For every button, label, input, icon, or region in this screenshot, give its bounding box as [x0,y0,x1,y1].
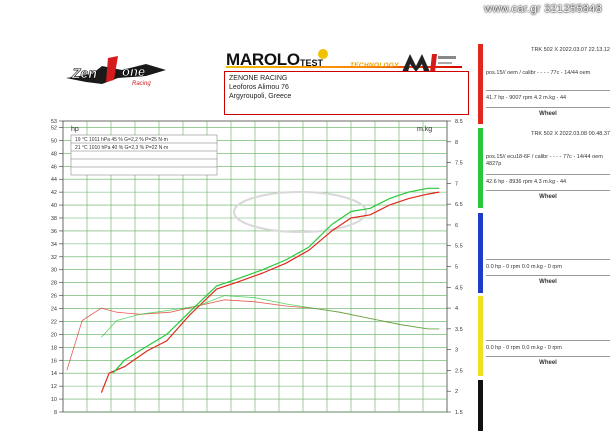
run-3-result: 0.0 hp - 0 rpm 0.0 m.kg - 0 rpm [486,264,562,270]
torque-curve-run-2 [101,295,440,338]
run-2-description-2: 4827p [486,161,502,167]
y-left-tick-label: 50 [51,138,57,144]
run-panel-1: TRK 502 X 2022.03.07 22.13.12 pos.15// o… [478,44,610,124]
svg-text:Racing: Racing [132,81,151,87]
run-1-result: 41.7 hp - 9007 rpm 4.2 m.kg - 44 [486,95,567,101]
y-left-tick-label: 22 [51,319,57,325]
y-left-tick-label: 40 [51,203,57,209]
run-2-color-stripe [478,128,483,208]
run-1-wheel-label: Wheel [539,111,557,117]
run-3-divider [486,259,610,260]
run-3-divider [486,275,610,276]
conditions-row-2: 21 °C 1010 hPa 40 % G=2,3 % P=22 N·m [75,145,168,151]
y-left-tick-label: 32 [51,255,57,261]
y-left-axis-label: hp [71,126,79,133]
run-4-wheel-label: Wheel [539,360,557,366]
y-left-tick-label: 14 [51,371,57,377]
watermark-text: www.car.gr 321255848 [484,3,602,15]
y-left-tick-label: 30 [51,268,57,274]
y-right-tick-label: 7.5 [455,161,463,167]
run-2-divider [486,174,610,175]
run-3-color-stripe [478,213,483,293]
conditions-row-1: 19 °C 1011 hPa 45 % G=2,2 % P=25 N·m [75,137,168,143]
run-1-divider [486,107,610,108]
client-info-box: ZENONE RACING Leoforos Alimou 76 Argyrou… [224,71,469,115]
y-left-tick-label: 8 [54,410,57,416]
y-right-tick-label: 8.5 [455,119,463,125]
hp-curve-run-1 [100,191,440,393]
y-right-tick-label: 4.5 [455,285,463,291]
y-right-tick-label: 1.5 [455,410,463,416]
y-left-tick-label: 24 [51,307,57,313]
client-name: ZENONE RACING [229,75,288,82]
y-left-tick-label: 38 [51,216,57,222]
run-2-header: TRK 502 X 2022.03.08 00.48.37 [531,131,610,137]
y-left-tick-label: 26 [51,294,57,300]
y-right-tick-label: 2.5 [455,368,463,374]
y-right-tick-label: 7 [455,181,458,187]
y-right-tick-label: 6.5 [455,202,463,208]
y-right-tick-label: 4 [455,306,458,312]
y-left-tick-label: 42 [51,190,57,196]
run-1-description: pos.15// oem / calibr - - - - 77c - 14/4… [486,70,591,76]
dyno-chart: 8101214161820222426283032343638404244464… [51,119,463,416]
svg-text:Zen: Zen [71,65,97,81]
y-left-tick-label: 34 [51,242,57,248]
svg-text:one: one [122,64,145,79]
run-1-header: TRK 502 X 2022.03.07 22.13.12 [531,47,610,53]
y-right-tick-label: 5 [455,265,458,271]
y-right-tick-label: 8 [455,140,458,146]
run-2-wheel-label: Wheel [539,194,557,200]
run-1-color-stripe [478,44,483,124]
run-4-color-stripe [478,296,483,376]
run-4-divider [486,340,610,341]
zenone-racing-logo: Zen one Racing [62,52,172,92]
y-left-tick-label: 12 [51,384,57,390]
run-panel-5 [478,380,610,431]
y-left-tick-label: 36 [51,229,57,235]
y-left-tick-label: 20 [51,332,57,338]
run-2-result: 42.6 hp - 8936 rpm 4.3 m.kg - 44 [486,179,567,185]
marolo-test-logo: MAROLO TEST [226,48,330,72]
technology-label: TECHNOLOGY [350,62,399,69]
y-right-tick-label: 2 [455,389,458,395]
run-5-color-stripe [478,380,483,431]
y-right-tick-label: 6 [455,223,458,229]
client-address: Leoforos Alimou 76 [229,84,289,91]
marolo-logo-dot [318,49,328,59]
mi-systems-logo [400,52,460,74]
run-4-divider [486,356,610,357]
run-1-divider [486,90,610,91]
y-left-tick-label: 18 [51,345,57,351]
marolo-logo-sub: TEST [300,58,324,68]
y-left-tick-label: 46 [51,164,57,170]
run-panel-2: TRK 502 X 2022.03.08 00.48.37 pos.15// e… [478,128,610,208]
conditions-table [70,134,218,176]
run-panel-3: 0.0 hp - 0 rpm 0.0 m.kg - 0 rpm Wheel [478,213,610,293]
y-left-tick-label: 48 [51,151,57,157]
hp-curve-run-2 [112,187,440,374]
brand-stripe [226,66,462,68]
y-right-axis-label: m.kg [417,126,432,133]
car-gr-watermark-oval [233,191,367,233]
run-2-description: pos.15// ecu18-6F / calibr - - - - 77c -… [486,154,603,160]
y-left-tick-label: 10 [51,397,57,403]
y-left-tick-label: 28 [51,281,57,287]
run-4-result: 0.0 hp - 0 rpm 0.0 m.kg - 0 rpm [486,345,562,351]
run-2-divider [486,190,610,191]
y-left-tick-label: 52 [51,125,57,131]
run-3-wheel-label: Wheel [539,279,557,285]
y-right-tick-label: 3.5 [455,327,463,333]
run-panel-4: 0.0 hp - 0 rpm 0.0 m.kg - 0 rpm Wheel [478,296,610,376]
y-left-tick-label: 44 [51,177,57,183]
y-left-tick-label: 53 [51,119,57,125]
marolo-logo-text: MAROLO [226,50,300,69]
y-left-tick-label: 16 [51,358,57,364]
y-right-tick-label: 3 [455,348,458,354]
client-city: Argyroupoli, Greece [229,93,292,100]
y-right-tick-label: 5.5 [455,244,463,250]
